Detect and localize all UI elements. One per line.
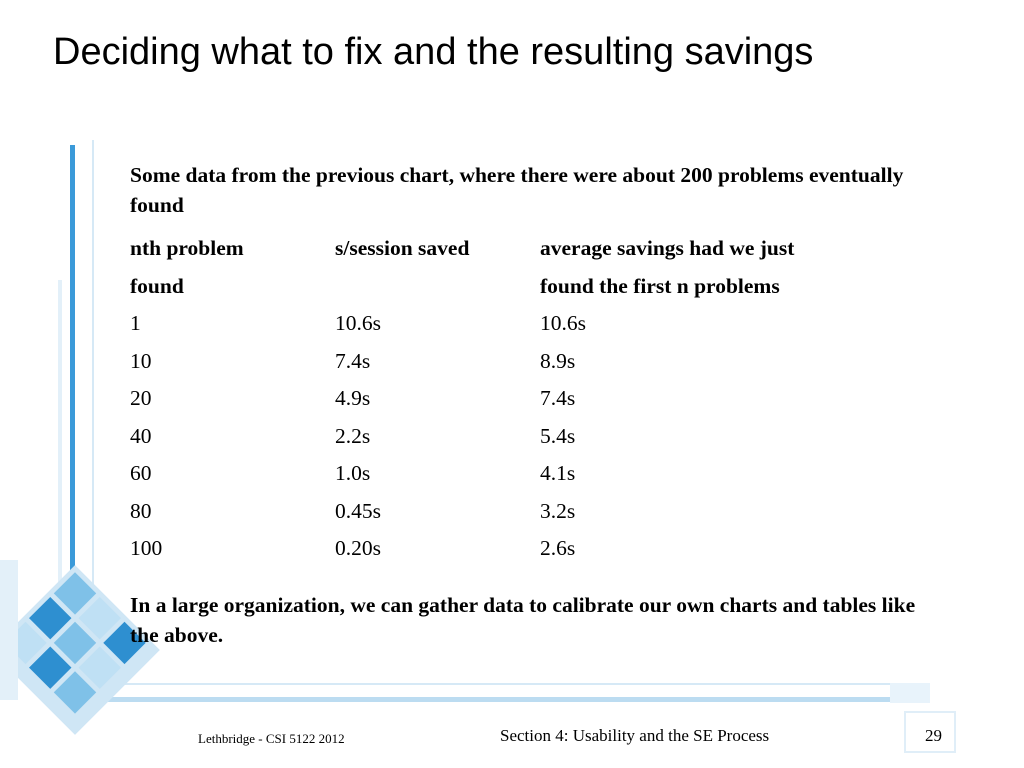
savings-table: nth problem found s/session saved averag… [130,230,794,568]
cell-n: 40 [130,423,152,448]
closing-text: In a large organization, we can gather d… [130,592,916,647]
cell-n: 100 [130,536,163,560]
table-row: 80 0.45s 3.2s [130,493,794,531]
cell-n: 20 [130,386,152,410]
vertical-thin-line [92,140,94,700]
header-line [335,268,540,306]
cell-saved: 1.0s [335,461,371,485]
header-line: average savings had we just [540,236,795,260]
page-number-box [904,711,956,753]
table-row: 60 1.0s 4.1s [130,455,794,493]
table-header-row: nth problem found s/session saved averag… [130,230,794,305]
table-row: 20 4.9s 7.4s [130,380,794,418]
diamond-mosaic [0,565,160,735]
page-number: 29 [925,726,942,745]
cell-saved: 4.9s [335,386,371,410]
cell-average: 4.1s [540,461,576,485]
cell-saved: 2.2s [335,423,371,448]
cell-average: 3.2s [540,498,576,523]
cell-average: 10.6s [540,311,586,335]
header-line: found the first n problems [540,273,780,298]
mosaic-fade [0,560,18,700]
header-nth-problem: nth problem found [130,230,335,305]
horizontal-line-bottom [60,697,930,702]
header-average-savings: average savings had we just found the fi… [540,230,794,305]
cell-average: 2.6s [540,536,576,560]
cell-saved: 7.4s [335,348,371,373]
vertical-accent-bar [70,145,75,700]
cell-n: 80 [130,498,152,523]
cell-n: 1 [130,311,141,335]
table-row: 40 2.2s 5.4s [130,418,794,456]
vertical-faded-bar [58,280,62,700]
table-row: 100 0.20s 2.6s [130,530,794,568]
header-session-saved: s/session saved [335,230,540,305]
cell-n: 60 [130,461,152,485]
header-line: found [130,273,184,298]
slide-body: Some data from the previous chart, where… [130,160,920,650]
cell-saved: 0.20s [335,536,381,560]
intro-text: Some data from the previous chart, where… [130,163,904,217]
header-line: nth problem [130,236,244,260]
footer-section: Section 4: Usability and the SE Process [500,726,770,745]
cell-average: 5.4s [540,423,576,448]
cell-average: 8.9s [540,348,576,373]
horizontal-line-faded [890,683,930,703]
table-row: 1 10.6s 10.6s [130,305,794,343]
cell-n: 10 [130,348,152,373]
cell-average: 7.4s [540,386,576,410]
cell-saved: 10.6s [335,311,381,335]
header-line: s/session saved [335,236,470,260]
horizontal-line-top [100,683,930,685]
table-row: 10 7.4s 8.9s [130,343,794,381]
cell-saved: 0.45s [335,498,381,523]
footer-course: Lethbridge - CSI 5122 2012 [198,731,345,746]
slide-title: Deciding what to fix and the resulting s… [53,31,814,73]
